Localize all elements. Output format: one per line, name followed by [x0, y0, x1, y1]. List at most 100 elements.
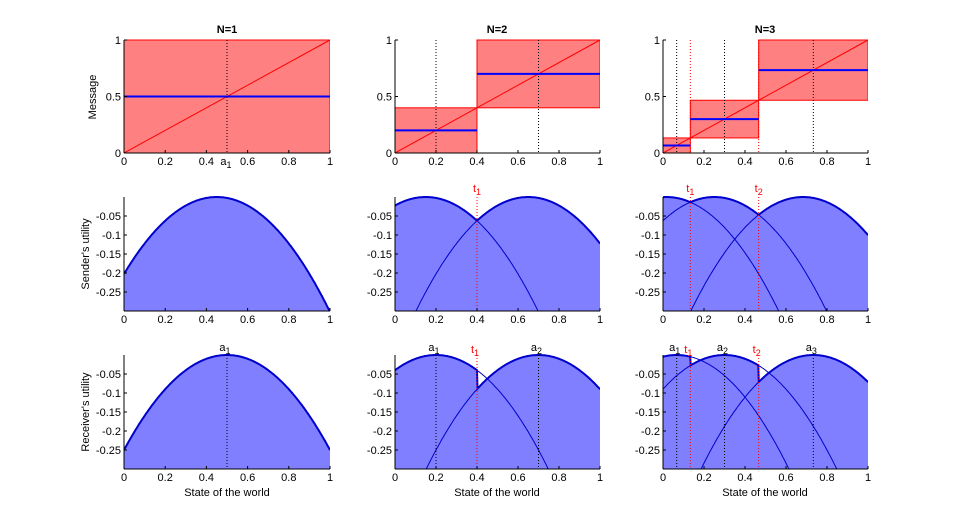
x-tick-label: 0.2: [428, 472, 443, 484]
x-tick-label: 0.6: [240, 314, 255, 326]
y-tick-label: 1: [115, 35, 121, 47]
subplot-r2-c1: 0 0.2 0.4 0.6 0.8 1 -0.05 -0.1 -0.15 -0.2 -0.25: [96, 196, 333, 326]
utility-fill: [395, 355, 600, 469]
utility-envelope: [395, 354, 600, 391]
x-tick-label: 1: [597, 156, 603, 168]
action-label: a1: [669, 342, 680, 356]
xlabel-col1: State of the world: [184, 487, 270, 499]
x-tick-label: 0.8: [281, 314, 296, 326]
y-tick-label: 0.5: [377, 92, 392, 104]
y-tick-label: -0.2: [102, 426, 121, 438]
y-tick-label: -0.15: [635, 249, 660, 261]
plot-area: [124, 354, 330, 469]
subplot-r1-c2: 0 0.2 0.4 0.6 0.8 1 0 0.5 1: [377, 35, 603, 168]
y-tick-label: 0: [115, 148, 121, 160]
x-tick-label: 0.8: [551, 314, 566, 326]
threshold-label: t2: [755, 183, 763, 197]
y-tick-label: -0.05: [635, 369, 660, 381]
plot-area: [663, 354, 868, 469]
x-tick-label: 1: [597, 472, 603, 484]
action-label: a1: [428, 342, 439, 356]
y-tick-label: -0.05: [96, 211, 121, 223]
diagonal-line: [663, 39, 868, 153]
action-label: a1: [219, 342, 230, 356]
plot-area: [663, 196, 868, 311]
y-tick-label: -0.1: [373, 388, 392, 400]
utility-envelope: [124, 196, 330, 311]
x-tick-label: 0.6: [510, 156, 525, 168]
subplot-r2-c3: t1 t2 0 0.2 0.4 0.6 0.8 1 -0.05 -0.1 -0.15 -0.2 -0.2…: [635, 183, 871, 326]
x-tick-label: 0.8: [819, 156, 834, 168]
x-tick-label: 0.2: [158, 314, 173, 326]
x-tick-label: 0.4: [737, 314, 752, 326]
y-tick-label: -0.25: [96, 445, 121, 457]
plot-area: [124, 196, 330, 311]
x-tick-label: 0: [121, 156, 127, 168]
y-tick-label: -0.25: [367, 445, 392, 457]
action-label: a2: [717, 342, 728, 356]
xlabel-col3: State of the world: [722, 487, 808, 499]
y-tick-label: 0.5: [106, 92, 121, 104]
y-tick-label: -0.25: [635, 287, 660, 299]
y-tick-label: -0.1: [641, 388, 660, 400]
y-tick-label: -0.15: [367, 249, 392, 261]
y-tick-label: -0.1: [373, 230, 392, 242]
x-tick-label: 0.8: [551, 472, 566, 484]
threshold-label: t2: [753, 344, 761, 358]
y-tick-label: -0.15: [96, 249, 121, 261]
utility-fill: [663, 355, 868, 469]
y-tick-label: -0.2: [373, 426, 392, 438]
x-tick-label: 1: [865, 472, 871, 484]
y-tick-label: -0.15: [635, 407, 660, 419]
y-tick-label: 0: [386, 148, 392, 160]
x-tick-label: 0.4: [737, 156, 752, 168]
x-tick-label: 0.4: [469, 314, 484, 326]
plot-area: [395, 196, 600, 311]
x-tick-label: 0.4: [199, 472, 214, 484]
y-tick-label: -0.1: [641, 230, 660, 242]
threshold-label: t1: [684, 344, 692, 358]
utility-fill: [395, 197, 600, 311]
utility-fill: [124, 197, 330, 311]
utility-fill: [663, 197, 868, 311]
y-tick-label: -0.25: [635, 445, 660, 457]
x-tick-label: 0.4: [469, 472, 484, 484]
x-tick-label: 0: [121, 472, 127, 484]
x-tick-label: 0.8: [819, 472, 834, 484]
y-tick-label: 1: [654, 35, 660, 47]
xlabel-col2: State of the world: [454, 487, 540, 499]
y-tick-label: -0.25: [367, 287, 392, 299]
x-tick-label: 0.8: [281, 156, 296, 168]
y-tick-label: -0.2: [373, 268, 392, 280]
subplot-r1-c1: 0 0.2 0.4 0.6 0.8 1 a1 0 0.5 1: [106, 35, 333, 170]
x-tick-label: 0: [392, 314, 398, 326]
x-tick-label: 0: [121, 314, 127, 326]
utility-curve: [663, 354, 790, 469]
subplot-r2-c2: t1 0 0.2 0.4 0.6 0.8 1 -0.05 -0.1 -0.15 -0.2 -0.25: [367, 183, 603, 326]
x-tick-label: 0: [660, 314, 666, 326]
x-tick-label-a1: a1: [220, 156, 231, 170]
x-tick-label: 0.4: [469, 156, 484, 168]
title-n2: N=2: [486, 24, 508, 36]
action-label: a3: [806, 342, 817, 356]
y-tick-label: 1: [386, 35, 392, 47]
x-tick-label: 0.6: [778, 472, 793, 484]
y-tick-label: -0.2: [102, 268, 121, 280]
x-tick-label: 1: [865, 156, 871, 168]
action-label: a2: [531, 342, 542, 356]
subplot-r3-c3: a1 a2 a3 t1 t2 0 0.2 0.4 0.6 0.8 1 -0.05 -0.1 -0.15 -0…: [635, 342, 871, 484]
y-tick-label: -0.2: [641, 268, 660, 280]
x-tick-label: 0.8: [819, 314, 834, 326]
x-tick-label: 0.6: [778, 156, 793, 168]
subplot-r3-c1: a1 0 0.2 0.4 0.6 0.8 1 -0.05 -0.1 -0.15 -0.2 -0.25: [96, 342, 333, 484]
subplot-r3-c2: a1 a2 t1 0 0.2 0.4 0.6 0.8 1 -0.05 -0.1 -0.15 -0.2 -0…: [367, 342, 603, 484]
x-tick-label: 1: [327, 472, 333, 484]
y-tick-label: -0.25: [96, 287, 121, 299]
y-tick-label: 0.5: [645, 92, 660, 104]
y-tick-label: -0.1: [102, 230, 121, 242]
x-tick-label: 0.4: [199, 156, 214, 168]
x-tick-label: 0: [660, 472, 666, 484]
threshold-label: t1: [473, 183, 481, 197]
